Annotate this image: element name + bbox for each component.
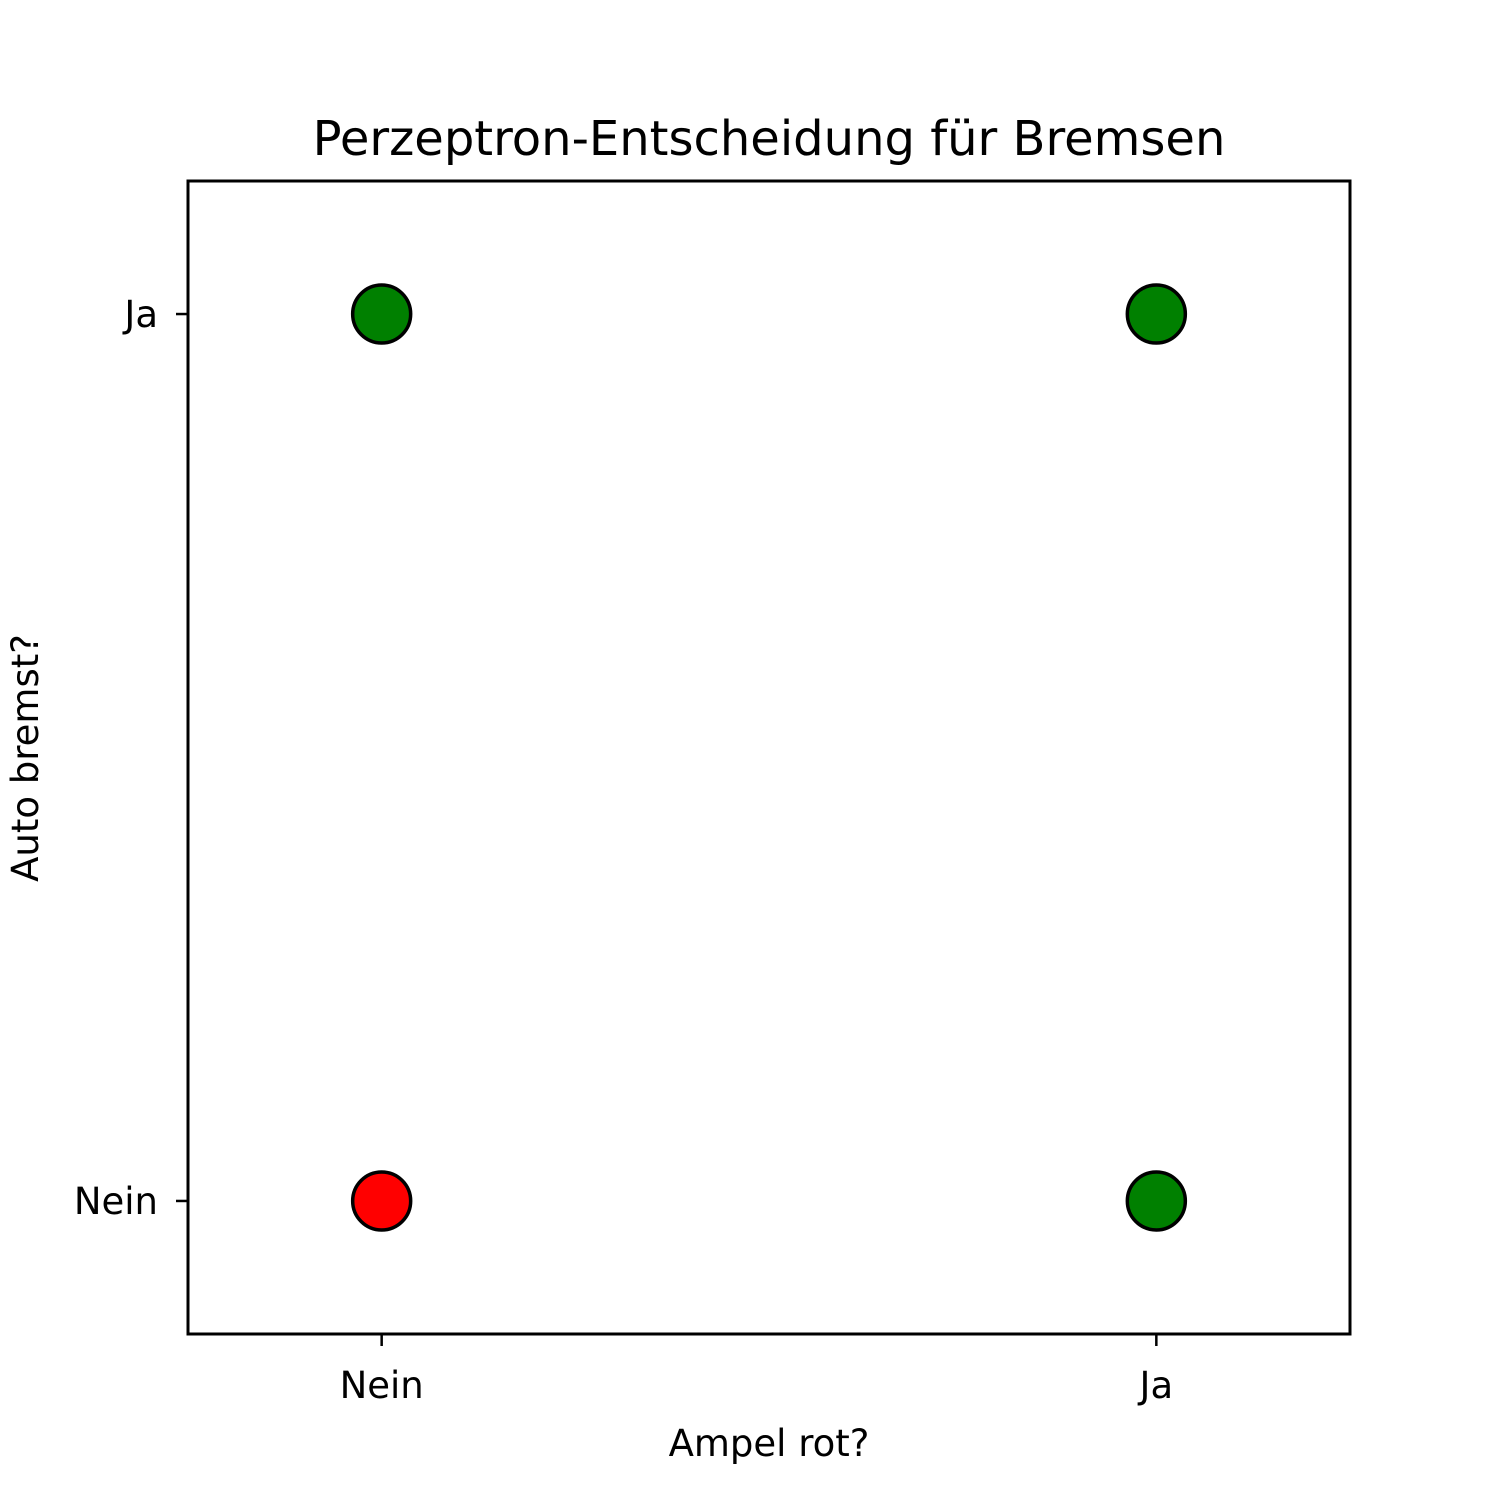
x-tick-label: Ja xyxy=(1138,1364,1174,1407)
plot-frame xyxy=(186,179,1352,1336)
x-axis-label: Ampel rot? xyxy=(669,1422,870,1465)
y-axis-label: Auto bremst? xyxy=(4,634,47,882)
points-layer xyxy=(350,283,1188,1232)
x-tick-label: Nein xyxy=(340,1364,424,1407)
x-axis-ticks: Nein Ja xyxy=(340,1334,1174,1407)
data-point xyxy=(350,283,413,345)
chart-title: Perzeptron-Entscheidung für Bremsen xyxy=(313,111,1226,167)
y-axis-ticks: Nein Ja xyxy=(74,293,188,1223)
data-point xyxy=(1125,283,1188,345)
plot-area xyxy=(186,179,1352,1336)
data-point xyxy=(1125,1170,1188,1232)
data-point xyxy=(350,1170,413,1232)
y-tick-label: Ja xyxy=(122,293,158,336)
y-tick-label: Nein xyxy=(74,1180,158,1223)
